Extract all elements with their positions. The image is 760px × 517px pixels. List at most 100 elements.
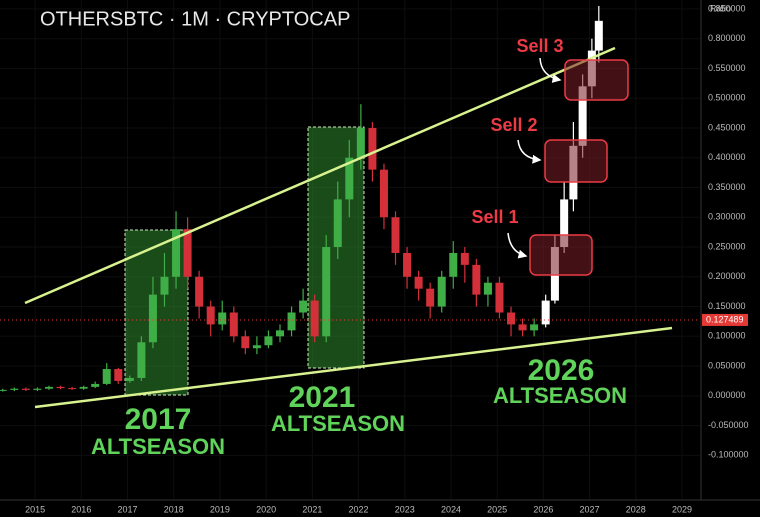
x-tick-label: 2015 (25, 504, 45, 514)
arrow (507, 232, 528, 259)
candle-body (160, 276, 169, 295)
candle-body (483, 282, 492, 295)
annotation: 2026 (528, 354, 595, 387)
candle-body (472, 264, 481, 295)
candle-body (460, 252, 469, 265)
candle-body (449, 252, 458, 277)
y-tick-label: -0.100000 (708, 450, 749, 460)
candle-body (541, 300, 550, 325)
x-tick-label: 2019 (210, 504, 230, 514)
candle-body (68, 388, 77, 390)
y-tick-label: 0.250000 (708, 241, 746, 251)
candle-body (21, 388, 30, 390)
x-tick-label: 2020 (256, 504, 276, 514)
y-tick-label: 0.550000 (708, 63, 746, 73)
candle-body (137, 342, 146, 378)
candle-body (345, 157, 354, 200)
candle-body (560, 199, 569, 248)
chart-title: OTHERSBTC · 1M · CRYPTOCAP (40, 8, 350, 30)
x-tick-label: 2028 (626, 504, 646, 514)
candle-body (299, 300, 308, 313)
candle-body (403, 252, 412, 277)
x-tick-label: 2029 (672, 504, 692, 514)
candle-body (125, 377, 134, 381)
y-tick-label: 0.150000 (708, 301, 746, 311)
annotation: ALTSEASON (91, 434, 225, 459)
annotation: Sell 3 (516, 36, 563, 56)
candle-body (206, 306, 215, 325)
x-tick-label: 2027 (580, 504, 600, 514)
candle-body (218, 312, 227, 325)
y-tick-label: 0.350000 (708, 182, 746, 192)
annotation: 2021 (289, 381, 356, 414)
annotation: 2017 (125, 403, 192, 436)
y-tick-label: 0.100000 (708, 331, 746, 341)
candle-body (414, 276, 423, 289)
y-tick-label: 0.000000 (708, 390, 746, 400)
candle-body (322, 247, 331, 337)
x-tick-label: 2025 (487, 504, 507, 514)
candle-body (310, 300, 319, 337)
sell-box (529, 234, 593, 276)
x-tick-label: 2017 (118, 504, 138, 514)
sell-box (564, 59, 629, 101)
candle-body (426, 288, 435, 307)
candle-body (507, 312, 516, 325)
candle-body (91, 383, 100, 387)
candle-body (0, 389, 7, 391)
candle-body (518, 324, 527, 331)
candle-body (252, 345, 261, 349)
candle-body (264, 336, 273, 346)
trendline (34, 326, 673, 409)
x-tick-label: 2024 (441, 504, 461, 514)
y-tick-label: 0.450000 (708, 122, 746, 132)
y-tick-label: 0.500000 (708, 93, 746, 103)
candle-body (79, 386, 88, 389)
candle-body (530, 324, 539, 331)
candle-body (368, 127, 377, 170)
y-tick-label: 0.300000 (708, 212, 746, 222)
y-tick-label: 0.050000 (708, 360, 746, 370)
candle-body (102, 369, 111, 384)
candle-body (183, 229, 192, 277)
candle-body (333, 199, 342, 248)
x-tick-label: 2018 (164, 504, 184, 514)
candle-body (495, 282, 504, 313)
sell-box (544, 139, 608, 183)
axes-layer: 0.850000 0.800000 0.550000 0.500000 0.450000… (0, 3, 749, 514)
annotation: Sell 2 (490, 115, 537, 135)
candle-body (56, 386, 65, 389)
candle-body (437, 276, 446, 307)
candle-body (229, 312, 238, 337)
annotation: Sell 1 (471, 207, 518, 227)
candle-body (195, 276, 204, 307)
x-tick-label: 2026 (533, 504, 553, 514)
last-value-label: 0.127489 (706, 314, 744, 324)
candle-body (356, 127, 365, 158)
candle-body (148, 294, 157, 343)
y-tick-label: 0.800000 (708, 33, 746, 43)
trendline (24, 46, 616, 305)
candle-body (287, 312, 296, 331)
arrow (539, 57, 562, 83)
y-tick-label: 0.400000 (708, 152, 746, 162)
candle-body (276, 330, 284, 337)
annotation: ALTSEASON (271, 411, 405, 436)
arrow (517, 139, 542, 164)
candle-body (578, 86, 587, 146)
x-tick-label: 2023 (395, 504, 415, 514)
y-tick-label: -0.050000 (708, 420, 749, 430)
x-tick-label: 2016 (71, 504, 91, 514)
candle-body (10, 388, 19, 390)
candle-body (241, 336, 250, 349)
candle-body (33, 388, 42, 390)
axis-title: Ratio (710, 3, 731, 13)
x-tick-label: 2022 (349, 504, 369, 514)
last-value-tag (702, 313, 748, 326)
candle-body (172, 229, 181, 277)
x-tick-label: 2021 (302, 504, 322, 514)
candle-body (379, 169, 388, 218)
candle-body (114, 369, 123, 381)
